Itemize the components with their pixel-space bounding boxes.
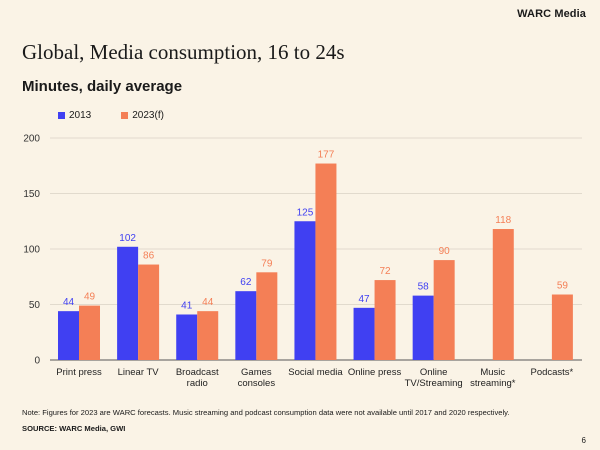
data-label-2013-5: 47 [358,294,370,305]
x-tick-label-1-0: Linear TV [118,367,160,378]
y-tick-label-150: 150 [23,189,40,200]
data-label-2013-2: 41 [181,300,193,311]
bar-2023-1 [138,264,160,360]
bar-2023-3 [256,272,278,360]
page-number: 6 [581,436,586,445]
chart-legend: 2013 2023(f) [58,110,164,121]
bar-2013-6 [412,295,434,360]
chart-title: Global, Media consumption, 16 to 24s [22,40,345,64]
x-tick-label-3-1: consoles [238,378,276,389]
legend-label-2023: 2023(f) [132,110,164,121]
y-tick-label-200: 200 [23,134,40,145]
data-label-2023-7: 118 [495,215,511,226]
legend-swatch-2013 [58,112,65,119]
bar-2023-5 [374,280,396,360]
bar-2023-7 [492,229,514,360]
bar-2023-8 [551,294,573,360]
footnote: Note: Figures for 2023 are WARC forecast… [22,408,510,417]
data-label-2023-4: 177 [318,150,335,161]
x-tick-label-7-0: Music [480,367,505,378]
bar-2013-5 [353,307,375,360]
bar-2013-3 [235,291,257,360]
data-label-2023-8: 59 [557,281,569,292]
bar-2023-4 [315,163,337,360]
legend-item-2013: 2013 [58,110,91,121]
x-tick-label-0-0: Print press [56,367,102,378]
bar-2013-1 [117,246,139,360]
bar-2023-2 [197,311,219,360]
x-tick-label-6-0: Online [420,367,447,378]
x-tick-label-3-0: Games [241,367,272,378]
x-tick-label-8-0: Podcasts* [530,367,573,378]
legend-label-2013: 2013 [69,110,92,121]
y-tick-label-100: 100 [23,245,40,256]
bar-2013-2 [176,314,198,360]
bar-2013-4 [294,221,316,360]
bar-2023-6 [433,260,455,360]
bar-chart: 0 50 100 150 200 44 49 Print press 102 86 Linear T… [23,134,582,389]
data-label-2013-3: 62 [240,277,252,288]
bar-2013-0 [58,311,79,360]
data-label-2023-3: 79 [261,258,273,269]
legend-swatch-2023 [121,112,129,119]
x-tick-label-5-0: Online press [348,367,402,378]
x-tick-label-7-1: streaming* [470,378,516,389]
x-tick-label-2-0: Broadcast [176,367,219,378]
bar-2023-0 [79,305,100,360]
data-label-2023-0: 49 [84,292,96,303]
data-label-2013-1: 102 [119,233,136,244]
data-label-2013-6: 58 [418,282,430,293]
brand-logo: WARC Media [517,8,586,20]
source-line: SOURCE: WARC Media, GWI [22,424,126,433]
data-label-2023-6: 90 [439,246,451,257]
x-tick-label-2-1: radio [187,378,208,389]
data-label-2023-5: 72 [379,266,391,277]
y-tick-label-0: 0 [34,356,40,367]
data-label-2013-4: 125 [297,207,314,218]
chart-subtitle: Minutes, daily average [22,78,183,95]
x-tick-label-4-0: Social media [288,367,343,378]
x-tick-label-6-1: TV/Streaming [405,378,463,389]
y-tick-label-50: 50 [29,300,41,311]
data-label-2013-0: 44 [63,297,75,308]
data-label-2023-2: 44 [202,297,214,308]
data-label-2023-1: 86 [143,251,155,262]
legend-item-2023: 2023(f) [121,110,164,121]
